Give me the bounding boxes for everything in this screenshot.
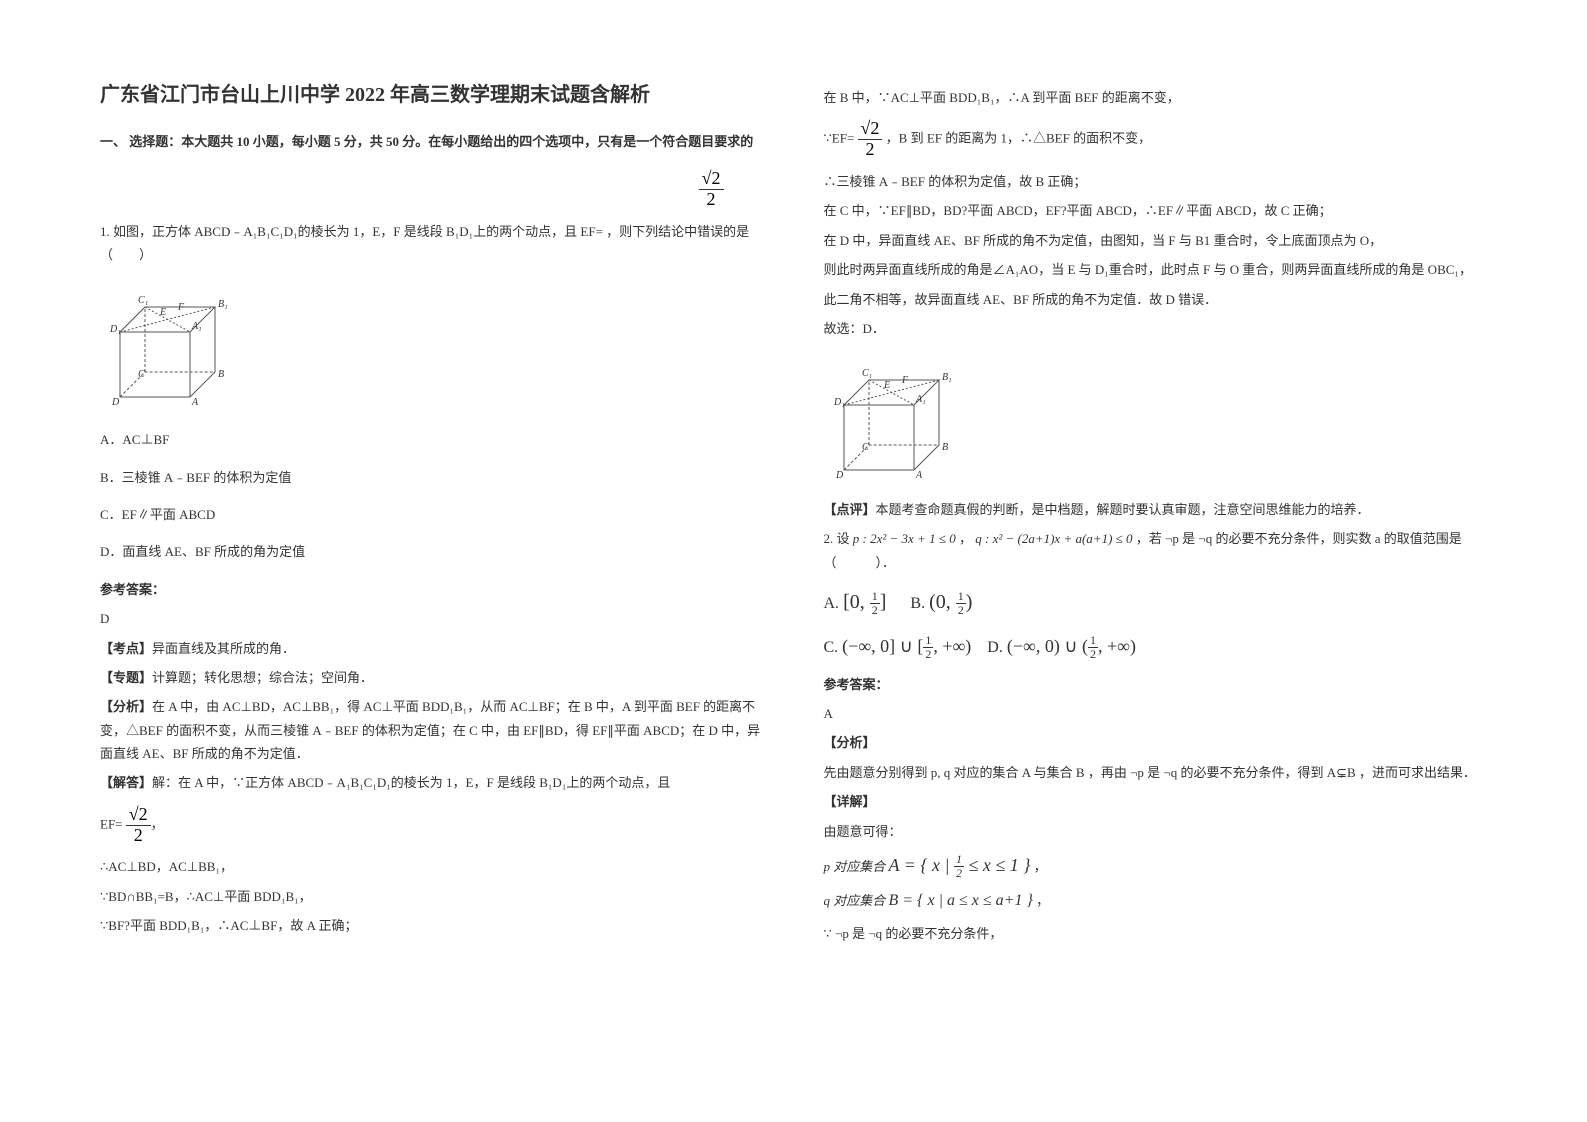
- q1-jieda-1: 【解答】解：在 A 中，∵正方体 ABCD﹣A₁B₁C₁D₁的棱长为 1，E，F…: [100, 771, 764, 794]
- q1-jieda-ef: EF= √2 2 ，: [100, 801, 764, 850]
- cube-figure: D A B C D₁ A₁ B₁ C₁ E F: [100, 277, 764, 414]
- svg-text:B: B: [942, 442, 948, 453]
- q1-fenxi: 【分析】在 A 中，由 AC⊥BD，AC⊥BB₁，得 AC⊥平面 BDD₁B₁，…: [100, 695, 764, 765]
- q1-col2-l1: 在 B 中，∵AC⊥平面 BDD₁B₁，∴A 到平面 BEF 的距离不变，: [824, 86, 1488, 109]
- q2-xj-setB: q 对应集合 B = { x | a ≤ x ≤ a+1 } ，: [824, 887, 1488, 916]
- q1-jieda-4: ∵BF?平面 BDD₁B₁，∴AC⊥BF，故 A 正确；: [100, 914, 764, 937]
- svg-text:C: C: [138, 369, 145, 380]
- svg-text:C: C: [862, 442, 869, 453]
- q2-stem: 2. 设 p : 2x² − 3x + 1 ≤ 0 ， q : x² − (2a…: [824, 527, 1488, 574]
- q1-col2-l5: 在 D 中，异面直线 AE、BF 所成的角不为定值，由图知，当 F 与 B1 重…: [824, 229, 1488, 252]
- cube-figure-2: D A B C D₁ A₁ B₁ C₁ E F: [824, 350, 1488, 487]
- q1-col2-l7: 此二角不相等，故异面直线 AE、BF 所成的角不为定值．故 D 错误．: [824, 288, 1488, 311]
- svg-text:E: E: [883, 380, 890, 391]
- q2-options-row2: C. (−∞, 0] ∪ [12, +∞) D. (−∞, 0) ∪ (12, …: [824, 630, 1488, 663]
- svg-text:B: B: [218, 369, 224, 380]
- doc-title: 广东省江门市台山上川中学 2022 年高三数学理期末试题含解析: [100, 80, 764, 110]
- right-column: 在 B 中，∵AC⊥平面 BDD₁B₁，∴A 到平面 BEF 的距离不变， ∵E…: [824, 80, 1488, 952]
- q1-zhuanti: 【专题】计算题；转化思想；综合法；空间角．: [100, 666, 764, 689]
- left-column: 广东省江门市台山上川中学 2022 年高三数学理期末试题含解析 一、 选择题：本…: [100, 80, 764, 952]
- q1-kaodian: 【考点】异面直线及其所成的角．: [100, 637, 764, 660]
- q1-option-b: B．三棱锥 A﹣BEF 的体积为定值: [100, 466, 764, 489]
- svg-text:D₁: D₁: [109, 324, 121, 335]
- q1-col2-ef: ∵EF= √2 2 ，B 到 EF 的距离为 1，∴△BEF 的面积不变，: [824, 115, 1488, 164]
- q2-fenxi-label: 【分析】: [824, 731, 1488, 754]
- svg-text:D: D: [111, 397, 120, 407]
- q1-answer-label: 参考答案：: [100, 578, 764, 601]
- svg-text:F: F: [901, 375, 909, 386]
- q2-xj-l1: 由题意可得：: [824, 820, 1488, 843]
- svg-text:F: F: [177, 302, 185, 313]
- q1-jieda-3: ∵BD∩BB₁=B，∴AC⊥平面 BDD₁B₁，: [100, 885, 764, 908]
- q1-col2-l8: 故选：D．: [824, 317, 1488, 340]
- svg-text:D: D: [835, 470, 844, 480]
- q2-answer: A: [824, 702, 1488, 725]
- svg-text:D₁: D₁: [833, 397, 845, 408]
- q2-options-row1: A. [0, 12] B. (0, 12): [824, 584, 1488, 620]
- section-1-title: 一、 选择题：本大题共 10 小题，每小题 5 分，共 50 分。在每小题给出的…: [100, 130, 764, 153]
- sqrt2-over-2: √2 2: [699, 169, 724, 210]
- q2-p-expr: p : 2x² − 3x + 1 ≤ 0: [853, 531, 956, 546]
- svg-text:B₁: B₁: [942, 372, 952, 383]
- q2-fenxi: 先由题意分别得到 p, q 对应的集合 A 与集合 B ，再由 ¬p 是 ¬q …: [824, 761, 1488, 784]
- svg-text:A₁: A₁: [191, 321, 202, 332]
- q1-option-c: C．EF∥平面 ABCD: [100, 503, 764, 526]
- q1-stem: √2 2 1. 如图，正方体 ABCD﹣A₁B₁C₁D₁的棱长为 1，E，F 是…: [100, 165, 764, 266]
- sqrt2-over-2-c: √2 2: [858, 119, 883, 160]
- q1-col2-l6: 则此时两异面直线所成的角是∠A₁AO，当 E 与 D₁重合时，此时点 F 与 O…: [824, 258, 1488, 281]
- page-container: 广东省江门市台山上川中学 2022 年高三数学理期末试题含解析 一、 选择题：本…: [0, 0, 1587, 1032]
- q1-jieda-2: ∴AC⊥BD，AC⊥BB₁，: [100, 855, 764, 878]
- svg-text:A: A: [915, 470, 923, 480]
- q2-xj-l2: ∵ ¬p 是 ¬q 的必要不充分条件，: [824, 922, 1488, 945]
- svg-text:C₁: C₁: [138, 295, 148, 306]
- svg-text:E: E: [159, 307, 166, 318]
- q2-xj-setA: p 对应集合 A = { x | 12 ≤ x ≤ 1 } ，: [824, 849, 1488, 881]
- sqrt2-over-2-b: √2 2: [126, 805, 151, 846]
- svg-text:C₁: C₁: [862, 368, 872, 379]
- q2-q-expr: q : x² − (2a+1)x + a(a+1) ≤ 0: [975, 531, 1132, 546]
- svg-text:A: A: [191, 397, 199, 407]
- svg-text:B₁: B₁: [218, 299, 228, 310]
- q1-stem-pre: 1. 如图，正方体 ABCD﹣A₁B₁C₁D₁的棱长为 1，E，F 是线段 B₁…: [100, 224, 603, 239]
- q1-col2-l3: ∴三棱锥 A﹣BEF 的体积为定值，故 B 正确；: [824, 170, 1488, 193]
- q1-answer: D: [100, 607, 764, 630]
- q1-option-d: D．面直线 AE、BF 所成的角为定值: [100, 540, 764, 563]
- q1-option-a: A．AC⊥BF: [100, 428, 764, 451]
- q1-dianping: 【点评】本题考查命题真假的判断，是中档题，解题时要认真审题，注意空间思维能力的培…: [824, 498, 1488, 521]
- q2-answer-label: 参考答案：: [824, 673, 1488, 696]
- q2-xiangjie-label: 【详解】: [824, 790, 1488, 813]
- svg-text:A₁: A₁: [915, 394, 926, 405]
- q1-col2-l4: 在 C 中，∵EF∥BD，BD?平面 ABCD，EF?平面 ABCD，∴EF∥平…: [824, 199, 1488, 222]
